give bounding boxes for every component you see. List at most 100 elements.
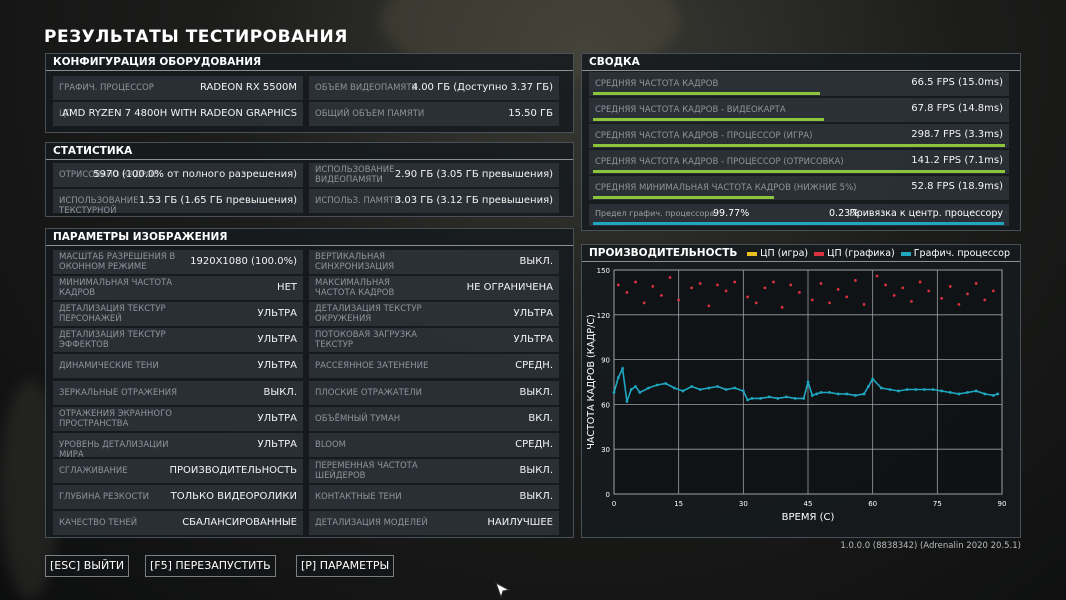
statistics-label: ОТРИСОВАНО КАДРОВ (59, 170, 159, 180)
statistics-label: ИСПОЛЬЗ. ПАМЯТИ (315, 196, 401, 206)
statistics-cell: ИСПОЛЬЗОВАНИЕ ТЕКСТУРНОЙ 1.53 ГБ (1.65 ГБ… (53, 189, 303, 216)
legend-label: Графич. процессор (913, 248, 1010, 259)
image-setting-value: УЛЬТРА (257, 412, 297, 424)
summary-row: СРЕДНЯЯ ЧАСТОТА КАДРОВ - ПРОЦЕССОР (ОТРИ… (589, 150, 1009, 174)
gpu-point (672, 386, 676, 390)
cpu-render-point (828, 301, 831, 305)
gpu-point (905, 388, 909, 391)
image-setting-value: УЛЬТРА (257, 360, 297, 372)
image-settings-title: ПАРАМЕТРЫ ИЗОБРАЖЕНИЯ (46, 229, 573, 246)
gpu-point (612, 391, 616, 394)
image-setting-label: МАСШТАБ РАЗРЕШЕНИЯ В ОКОННОМ РЕЖИМЕ (59, 252, 176, 272)
image-setting-label: BLOOM (315, 439, 346, 450)
image-setting-label: СГЛАЖИВАНИЕ (59, 465, 128, 476)
cpu-limit-label: Привязка к центр. процессору (849, 208, 1003, 219)
gpu-point (681, 389, 685, 393)
gpu-point (931, 388, 935, 391)
mouse-cursor-icon (495, 582, 511, 598)
summary-label: СРЕДНЯЯ ЧАСТОТА КАДРОВ - ПРОЦЕССОР (ОТРИ… (595, 157, 844, 167)
x-tick-label: 90 (998, 500, 1007, 508)
summary-bar (593, 118, 824, 121)
image-setting-cell: ДЕТАЛИЗАЦИЯ ТЕКСТУР ПЕРСОНАЖЕЙ УЛЬТРА (53, 302, 303, 327)
gpu-point (767, 395, 771, 399)
hardware-value: 15.50 ГБ (508, 108, 553, 119)
image-setting-label: УРОВЕНЬ ДЕТАЛИЗАЦИИ МИРА (59, 439, 169, 460)
gpu-point (996, 392, 1000, 396)
image-setting-cell: ЗЕРКАЛЬНЫЕ ОТРАЖЕНИЯ ВЫКЛ. (53, 380, 303, 405)
gpu-point (655, 383, 659, 387)
gpu-point (746, 398, 750, 402)
summary-label: СРЕДНЯЯ ЧАСТОТА КАДРОВ (595, 79, 719, 89)
bottleneck-row: Предел графич. процессора 99.77% 0.23% П… (589, 204, 1009, 226)
statistics-value: 1.53 ГБ (1.65 ГБ превышения) (138, 195, 297, 206)
parameters-button[interactable]: [P] ПАРАМЕТРЫ (296, 555, 395, 577)
gpu-point (940, 389, 944, 393)
image-setting-value: СРЕДН. (515, 438, 553, 450)
x-axis-label: ВРЕМЯ (С) (782, 512, 835, 523)
exit-button[interactable]: [ESC] ВЫЙТИ (45, 555, 130, 577)
hardware-label: ОБЪЕМ ВИДЕОПАМЯТИ (315, 83, 418, 93)
cpu-render-point (901, 286, 905, 290)
summary-value: 298.7 FPS (3.3ms) (911, 129, 1003, 140)
hardware-value: RADEON RX 5500M (200, 82, 297, 93)
cpu-render-point (854, 279, 857, 282)
image-setting-label: ГЛУБИНА РЕЗКОСТИ (59, 491, 150, 502)
restart-button[interactable]: [F5] ПЕРЕЗАПУСТИТЬ (145, 555, 276, 577)
cpu-render-point (957, 302, 961, 306)
image-setting-value: УЛЬТРА (257, 334, 297, 346)
y-tick-label: 150 (597, 267, 610, 275)
image-setting-label: КОНТАКТНЫЕ ТЕНИ (315, 491, 402, 502)
cpu-render-point (668, 276, 672, 279)
legend-label: ЦП (игра) (760, 248, 809, 259)
cpu-render-point (918, 280, 922, 284)
cpu-render-point (642, 301, 646, 305)
gpu-point (629, 388, 633, 391)
cpu-render-point (746, 295, 750, 299)
image-setting-label: ДИНАМИЧЕСКИЕ ТЕНИ (59, 361, 159, 372)
cpu-render-point (991, 289, 995, 293)
image-setting-label: ОБЪЁМНЫЙ ТУМАН (315, 413, 401, 424)
gpu-point (664, 382, 668, 385)
x-tick-label: 60 (868, 500, 877, 508)
image-setting-cell: МАСШТАБ РАЗРЕШЕНИЯ В ОКОННОМ РЕЖИМЕ 1920X… (53, 250, 303, 274)
image-setting-cell: ДЕТАЛИЗАЦИЯ МОДЕЛЕЙ НАИЛУЧШЕЕ (309, 511, 559, 535)
image-setting-cell: BLOOM СРЕДН. (309, 432, 559, 457)
hardware-cell: ГРАФИЧ. ПРОЦЕССОР RADEON RX 5500M (53, 76, 303, 100)
summary-bar (593, 92, 820, 95)
cpu-render-point (884, 283, 887, 287)
gpu-limit-bar (593, 222, 1005, 225)
gpu-point (647, 386, 650, 390)
image-setting-value: ВЫКЛ. (519, 490, 553, 502)
image-setting-value: СБАЛАНСИРОВАННЫЕ (182, 517, 297, 528)
image-setting-cell: РАССЕЯННОЕ ЗАТЕНЕНИЕ СРЕДН. (309, 354, 559, 379)
image-setting-cell: КОНТАКТНЫЕ ТЕНИ ВЫКЛ. (309, 484, 559, 509)
image-setting-label: ОТРАЖЕНИЯ ЭКРАННОГО ПРОСТРАНСТВА (59, 408, 172, 429)
cpu-render-point (625, 291, 629, 294)
hardware-config-title: КОНФИГУРАЦИЯ ОБОРУДОВАНИЯ (46, 54, 573, 71)
summary-bar (593, 196, 775, 199)
legend-label: ЦП (графика) (827, 248, 895, 259)
x-tick-label: 45 (804, 500, 813, 508)
cpu-render-point (940, 296, 944, 300)
x-tick-label: 15 (674, 500, 683, 508)
hardware-label: ЦП (59, 109, 72, 119)
image-setting-value: УЛЬТРА (513, 308, 553, 320)
image-setting-label: ДЕТАЛИЗАЦИЯ МОДЕЛЕЙ (315, 518, 428, 528)
image-setting-value: СРЕДН. (515, 360, 553, 372)
image-setting-label: ПЛОСКИЕ ОТРАЖАТЕЛИ (315, 387, 422, 398)
summary-value: 67.8 FPS (14.8ms) (911, 103, 1003, 114)
statistics-cell: ИСПОЛЬЗОВАНИЕ ВИДЕОПАМЯТИ 2.90 ГБ (3.05 Г… (309, 163, 559, 187)
image-setting-label: ПОТОКОВАЯ ЗАГРУЗКА ТЕКСТУР (315, 330, 417, 351)
hardware-value: 4.00 ГБ (Доступно 3.37 ГБ) (411, 82, 553, 93)
legend-item: Графич. процессор (900, 248, 1010, 259)
summary-value: 66.5 FPS (15.0ms) (911, 77, 1003, 88)
cpu-render-point (634, 280, 637, 284)
summary-label: СРЕДНЯЯ МИНИМАЛЬНАЯ ЧАСТОТА КАДРОВ (НИЖН… (595, 183, 857, 193)
legend-item: ЦП (игра) (747, 248, 808, 259)
image-setting-value: ВЫКЛ. (263, 386, 297, 398)
cpu-render-point (892, 293, 896, 297)
performance-title-text: ПРОИЗВОДИТЕЛЬНОСТЬ (589, 247, 738, 259)
gpu-point (871, 377, 875, 381)
gpu-point (810, 394, 814, 397)
cpu-render-point (763, 286, 767, 290)
